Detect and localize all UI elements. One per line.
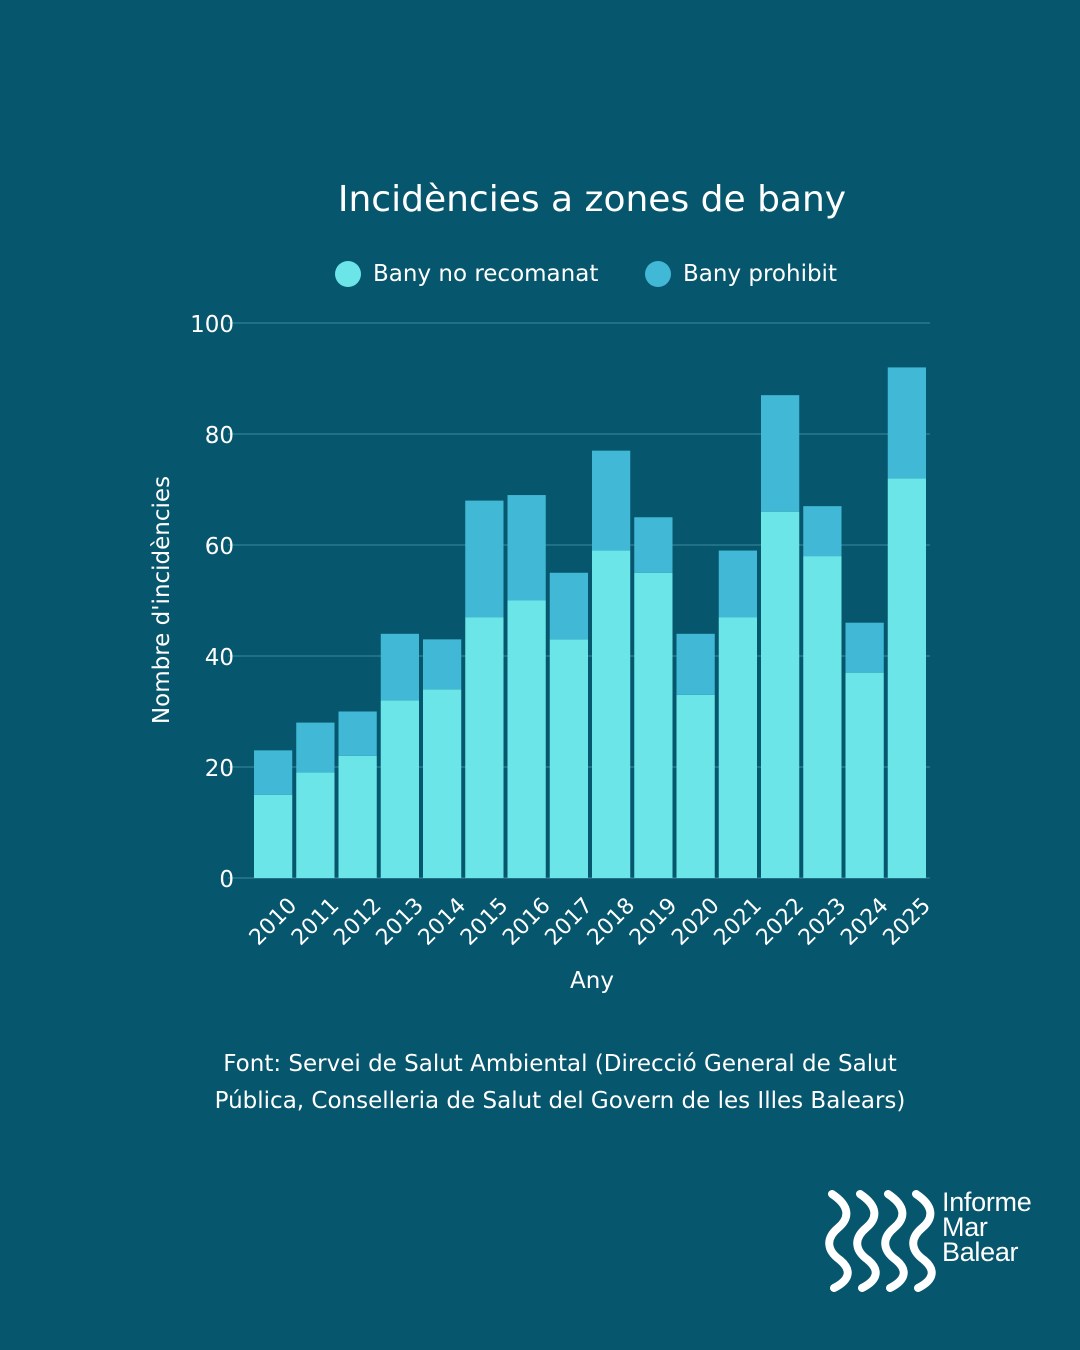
bar-2013-no-recomanat (380, 700, 419, 878)
x-tick-label-2016: 2016 (498, 893, 555, 950)
bar-2025-prohibit (887, 367, 926, 479)
bar-2019-no-recomanat (634, 572, 673, 878)
x-tick-label-2024: 2024 (836, 893, 893, 950)
bar-2020-prohibit (676, 633, 715, 695)
bar-2021-no-recomanat (718, 617, 757, 878)
x-tick-label-2010: 2010 (245, 893, 302, 950)
bar-2012-no-recomanat (338, 755, 377, 878)
source-line-2: Pública, Conselleria de Salut del Govern… (214, 1088, 906, 1114)
x-tick-label-2017: 2017 (541, 893, 598, 950)
bar-2012-prohibit (338, 711, 377, 756)
waves-logo-icon (825, 1190, 936, 1292)
x-tick-label-2013: 2013 (372, 893, 429, 950)
x-tick-label-2018: 2018 (583, 893, 640, 950)
bar-2010-prohibit (254, 750, 293, 795)
bar-2011-no-recomanat (296, 772, 335, 878)
bar-2013-prohibit (380, 633, 419, 701)
bar-2023-no-recomanat (803, 556, 842, 878)
x-tick-label-2011: 2011 (287, 893, 344, 950)
y-tick-label-100: 100 (190, 312, 234, 338)
bar-2019-prohibit (634, 517, 673, 573)
bar-2020-no-recomanat (676, 694, 715, 878)
bar-2024-no-recomanat (845, 672, 884, 878)
bar-2010-no-recomanat (254, 794, 293, 878)
x-axis-title: Any (570, 968, 614, 994)
bar-2021-prohibit (718, 550, 757, 618)
y-tick-label-40: 40 (205, 645, 234, 671)
x-tick-label-2022: 2022 (752, 893, 809, 950)
bar-2014-prohibit (423, 639, 462, 690)
y-tick-label-80: 80 (205, 423, 234, 449)
bar-2017-no-recomanat (549, 639, 588, 878)
x-tick-label-2019: 2019 (625, 893, 682, 950)
legend-marker-2 (645, 261, 671, 287)
bar-2018-prohibit (592, 450, 631, 551)
legend-label-2: Bany prohibit (683, 261, 837, 287)
bar-2015-prohibit (465, 500, 504, 618)
legend-label-1: Bany no recomanat (373, 261, 598, 287)
bar-2025-no-recomanat (887, 478, 926, 878)
bar-2022-no-recomanat (761, 511, 800, 878)
stacked-bar-chart: Incidències a zones de bany Bany no recom… (149, 179, 936, 994)
bar-2016-no-recomanat (507, 600, 546, 878)
bar-2011-prohibit (296, 722, 335, 773)
logo-text-line-3: Balear (942, 1237, 1019, 1267)
legend-marker-1 (335, 261, 361, 287)
x-tick-label-2014: 2014 (414, 893, 471, 950)
bar-2018-no-recomanat (592, 550, 631, 878)
chart-title: Incidències a zones de bany (338, 179, 846, 220)
bar-2024-prohibit (845, 622, 884, 673)
y-tick-label-60: 60 (205, 534, 234, 560)
x-tick-label-2015: 2015 (456, 893, 513, 950)
bar-2023-prohibit (803, 506, 842, 557)
y-tick-label-0: 0 (219, 867, 234, 893)
bar-2015-no-recomanat (465, 617, 504, 878)
x-tick-label-2025: 2025 (879, 893, 936, 950)
x-tick-label-2012: 2012 (329, 893, 386, 950)
logo-text: Informe Mar Balear (942, 1187, 1032, 1267)
bar-2017-prohibit (549, 572, 588, 640)
x-tick-label-2023: 2023 (794, 893, 851, 950)
bar-2022-prohibit (761, 395, 800, 512)
informe-mar-balear-logo: Informe Mar Balear (824, 1188, 1054, 1298)
logo-text-line-1: Informe (942, 1187, 1032, 1217)
y-tick-label-20: 20 (205, 756, 234, 782)
bar-2016-prohibit (507, 495, 546, 601)
y-axis-title: Nombre d'incidències (149, 476, 175, 724)
source-line-1: Font: Servei de Salut Ambiental (Direcci… (223, 1051, 897, 1077)
x-tick-label-2020: 2020 (667, 893, 724, 950)
x-tick-label-2021: 2021 (710, 893, 767, 950)
source-note: Font: Servei de Salut Ambiental (Direcci… (140, 1046, 980, 1120)
logo-text-line-2: Mar (942, 1212, 988, 1242)
bar-2014-no-recomanat (423, 689, 462, 878)
